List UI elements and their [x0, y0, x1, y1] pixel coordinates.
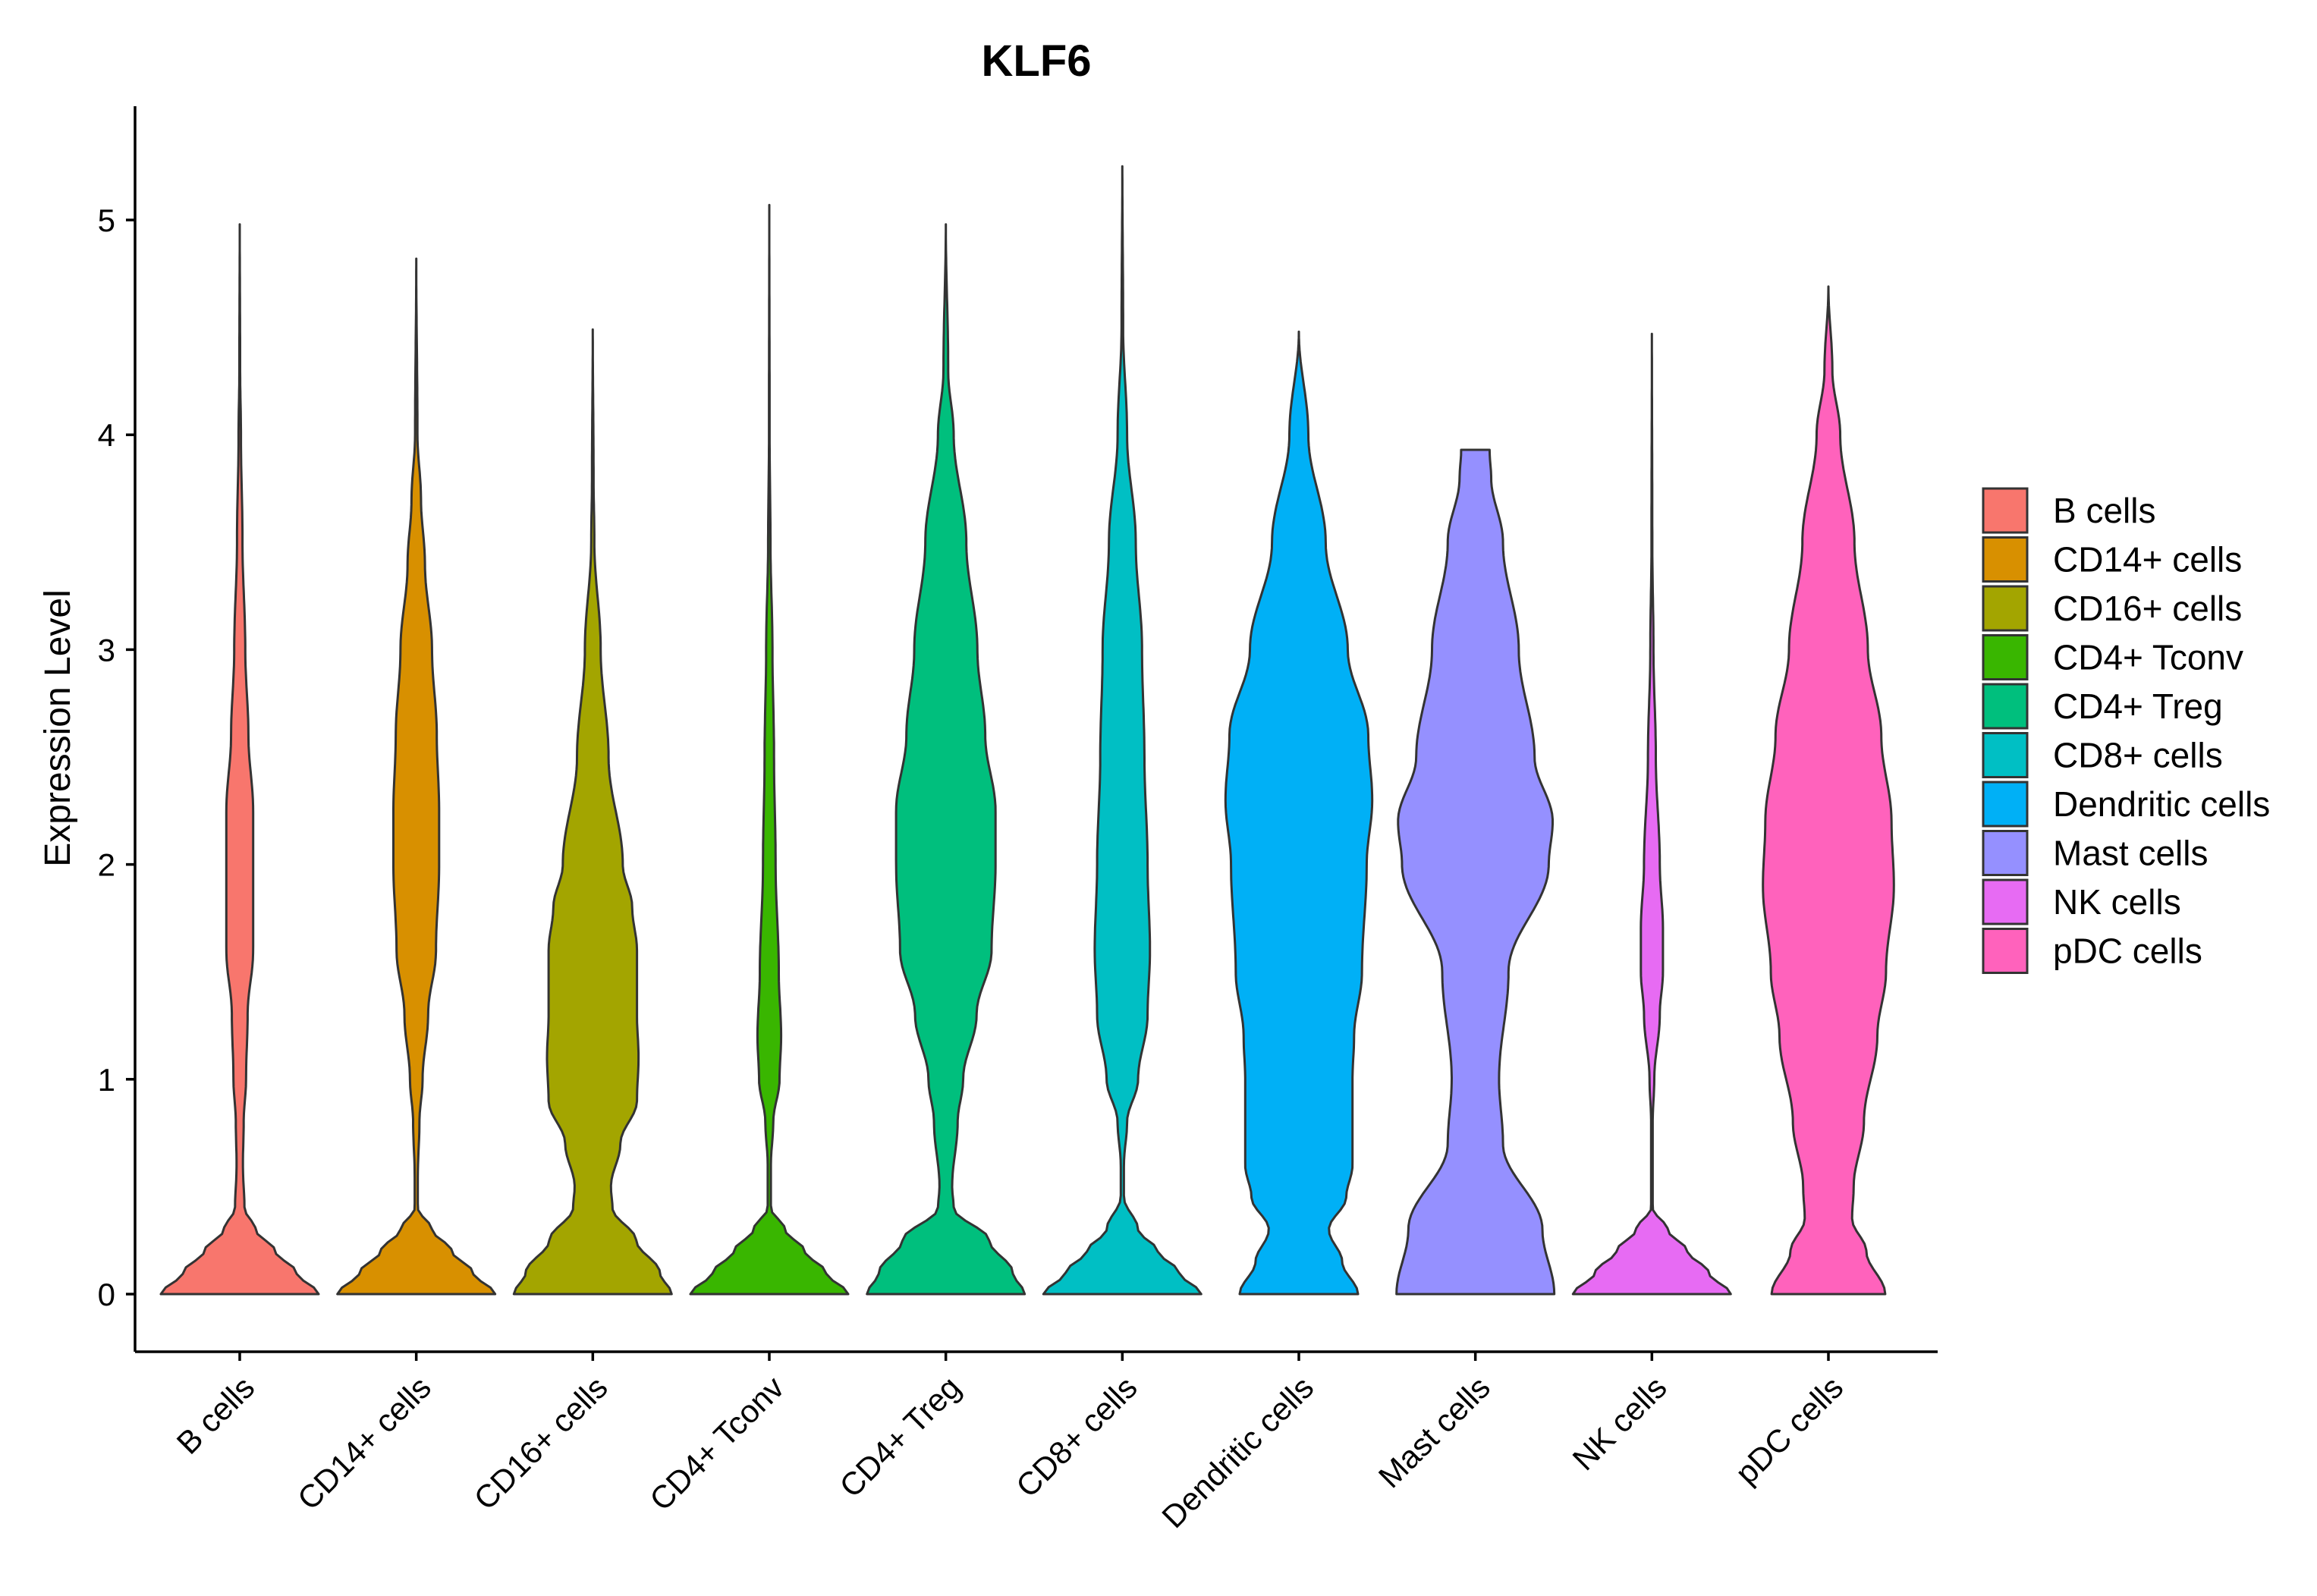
- x-tick-label-pdc-cells: pDC cells: [1728, 1369, 1850, 1491]
- legend-swatch-pdc-cells: [1982, 928, 2029, 974]
- y-tick-label: 4: [98, 417, 115, 453]
- legend-swatch-mast-cells: [1982, 830, 2029, 876]
- y-tick-label: 5: [98, 203, 115, 238]
- x-tick-label-cd4-tconv: CD4+ Tconv: [643, 1369, 791, 1517]
- y-tick-label: 0: [98, 1277, 115, 1312]
- violin-cd8-cells: [1042, 165, 1203, 1296]
- legend-label-cd8-cells: CD8+ cells: [2053, 736, 2223, 775]
- legend-label-cd16-cells: CD16+ cells: [2053, 589, 2242, 628]
- violin-dendritic-cells: [1224, 330, 1374, 1296]
- y-tick-label: 2: [98, 847, 115, 883]
- x-tick-label-cd8-cells: CD8+ cells: [1009, 1369, 1144, 1504]
- legend-swatch-cd14-cells: [1982, 536, 2029, 583]
- y-tick-label: 3: [98, 632, 115, 668]
- legend-swatch-dendritic-cells: [1982, 781, 2029, 828]
- legend-swatch-cd8-cells: [1982, 732, 2029, 778]
- violins: [159, 165, 1895, 1296]
- legend-label-cd4-tconv: CD4+ Tconv: [2053, 638, 2243, 677]
- legend-swatch-cd4-treg: [1982, 683, 2029, 730]
- chart-title: KLF6: [982, 36, 1092, 86]
- violin-cd16-cells: [512, 328, 673, 1296]
- x-tick-label-cd16-cells: CD16+ cells: [467, 1369, 615, 1516]
- x-tick-label-dendritic-cells: Dendritic cells: [1155, 1369, 1320, 1535]
- legend-label-b-cells: B cells: [2053, 491, 2155, 530]
- legend-label-nk-cells: NK cells: [2053, 882, 2181, 922]
- legend: B cells CD14+ cells CD16+ cells CD4+ Tconv C…: [1982, 487, 2270, 974]
- violin-nk-cells: [1571, 332, 1732, 1296]
- x-tick-label-cd4-treg: CD4+ Treg: [832, 1369, 967, 1504]
- legend-label-mast-cells: Mast cells: [2053, 834, 2208, 873]
- x-tick-label-b-cells: B cells: [170, 1369, 262, 1461]
- y-axis-title: Expression Level: [38, 589, 78, 867]
- violin-cd14-cells: [336, 257, 497, 1296]
- violin-cd4-treg: [866, 223, 1026, 1296]
- violin-cd4-tconv: [689, 203, 850, 1296]
- legend-swatch-cd16-cells: [1982, 585, 2029, 632]
- x-tick-label-mast-cells: Mast cells: [1372, 1369, 1497, 1494]
- x-tick-label-nk-cells: NK cells: [1566, 1369, 1674, 1477]
- violin-mast-cells: [1395, 448, 1556, 1296]
- legend-label-cd4-treg: CD4+ Treg: [2053, 686, 2223, 726]
- legend-swatch-nk-cells: [1982, 878, 2029, 925]
- legend-label-pdc-cells: pDC cells: [2053, 932, 2202, 971]
- y-tick-label: 1: [98, 1062, 115, 1098]
- legend-label-dendritic-cells: Dendritic cells: [2053, 784, 2270, 824]
- x-tick-label-cd14-cells: CD14+ cells: [291, 1369, 438, 1516]
- violin-pdc-cells: [1762, 285, 1895, 1296]
- legend-swatch-b-cells: [1982, 487, 2029, 534]
- violin-b-cells: [159, 223, 320, 1296]
- legend-label-cd14-cells: CD14+ cells: [2053, 540, 2242, 580]
- legend-swatch-cd4-tconv: [1982, 634, 2029, 680]
- x-axis: B cells CD14+ cells CD16+ cells CD4+ Tconv C…: [135, 1350, 1938, 1535]
- y-axis: 0 1 2 3 4 5: [98, 106, 137, 1352]
